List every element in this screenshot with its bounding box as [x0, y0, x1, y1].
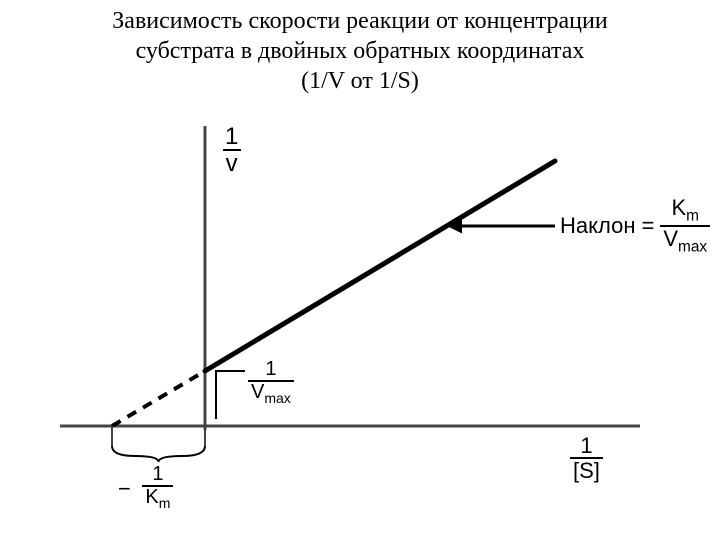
title-line-2: субстрата в двойных обратных координатах — [0, 36, 720, 66]
y-intercept-label: 1 Vmax — [248, 359, 294, 406]
slope-label: Наклон = Km Vmax — [560, 196, 710, 255]
title-line-3: (1/V от 1/S) — [0, 66, 720, 96]
x-intercept-label: − 1 Km — [118, 464, 173, 511]
title-line-1: Зависимость скорости реакции от концентр… — [0, 6, 720, 36]
page-title: Зависимость скорости реакции от концентр… — [0, 0, 720, 96]
x-axis-label: 1 [S] — [570, 434, 603, 482]
lineweaver-burk-plot: 1 v 1 [S] 1 Vmax − 1 Km Наклон = — [0, 96, 720, 536]
y-axis-label: 1 v — [222, 124, 241, 176]
plot-svg — [0, 96, 720, 536]
